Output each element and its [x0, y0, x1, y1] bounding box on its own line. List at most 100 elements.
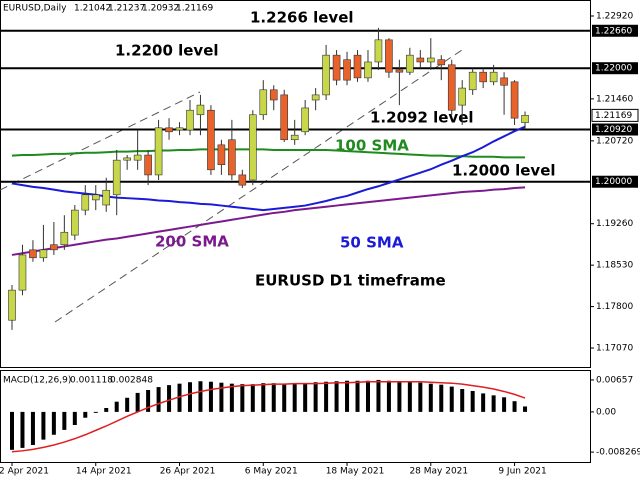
macd-bar: [51, 411, 56, 435]
ma-label: 100 SMA: [335, 137, 409, 155]
candle-body: [102, 189, 111, 206]
y-tick-label: -0.008269: [596, 448, 640, 458]
candle-body: [8, 289, 16, 321]
annotation: EURUSD D1 timeframe: [255, 272, 446, 290]
candle-body: [249, 114, 257, 181]
level-axis-box: [592, 24, 638, 37]
candle-body: [133, 154, 142, 161]
macd-bar: [72, 411, 77, 426]
macd-bar: [167, 385, 172, 412]
ma-label: 50 SMA: [340, 234, 404, 252]
level-label: 1.2266 level: [250, 9, 354, 27]
signal-line: [11, 380, 526, 453]
macd-bar: [428, 383, 433, 412]
candle-body: [259, 89, 268, 116]
x-tick-label: 18 May 2021: [326, 467, 385, 477]
candle-body: [353, 54, 362, 79]
candle-body: [144, 154, 152, 176]
candle-body: [165, 127, 173, 133]
y-tick-label: 1.17070: [596, 344, 633, 354]
candle-body: [290, 134, 299, 141]
candle-body: [50, 244, 58, 251]
candle-body: [468, 71, 477, 91]
candle-body: [175, 127, 184, 131]
level-axis-box: [592, 175, 638, 188]
macd-value: 0.001118: [70, 376, 113, 386]
level-axis-label: 1.20920: [595, 125, 632, 135]
macd-bar: [282, 383, 287, 412]
candle-body: [489, 71, 498, 83]
macd-bar: [250, 384, 255, 412]
macd-panel-frame: [0, 370, 591, 463]
ma-line: [11, 148, 526, 159]
y-tick-label: 1.20720: [596, 136, 633, 146]
ma-label: 200 SMA: [155, 233, 229, 251]
macd-bar: [303, 383, 308, 412]
macd-bar: [208, 381, 213, 412]
candle-body: [60, 231, 69, 246]
level-label: 1.2092 level: [370, 109, 474, 127]
macd-bar: [376, 379, 381, 412]
level-axis-label: 1.22000: [595, 64, 632, 74]
candle-body: [426, 57, 435, 63]
main-panel-frame: [0, 0, 591, 368]
candle-body: [228, 139, 236, 176]
candle-body: [39, 249, 48, 259]
macd-bar: [470, 390, 475, 412]
candle-body: [311, 94, 320, 101]
header-open: 1.21042: [74, 4, 111, 14]
candle-body: [479, 71, 487, 83]
level-axis-box: [592, 123, 638, 136]
level-label: 1.2000 level: [452, 162, 556, 180]
candle-body: [437, 59, 446, 66]
candle-body: [332, 54, 341, 81]
candle-body: [447, 64, 456, 111]
candle-body: [18, 254, 27, 291]
macd-bar: [146, 390, 151, 412]
level-axis-label: 1.22660: [595, 26, 632, 36]
macd-bar: [418, 382, 423, 412]
candle-body: [186, 109, 194, 131]
macd-bar: [355, 380, 360, 412]
macd-bar: [365, 380, 370, 412]
chart-title: EURUSD,Daily: [3, 4, 67, 14]
y-tick-label: 1.22920: [596, 12, 633, 22]
macd-bar: [30, 411, 35, 445]
macd-bar: [125, 397, 130, 412]
candle-body: [269, 89, 278, 101]
macd-bar: [502, 397, 507, 412]
candle-body: [510, 81, 519, 119]
macd-bar: [523, 406, 528, 412]
plot-layer: EURUSD,Daily 1.210421.212371.209321.21169…: [0, 4, 640, 477]
x-tick-label: 6 May 2021: [245, 467, 298, 477]
macd-bar: [292, 383, 297, 412]
macd-bar: [114, 401, 119, 412]
current-price-label: 1.21169: [595, 111, 632, 121]
macd-bar: [219, 382, 224, 412]
x-tick-label: 26 Apr 2021: [160, 467, 216, 477]
macd-bar: [93, 411, 98, 413]
macd-title: MACD(12,26,9): [3, 376, 71, 386]
macd-bar: [156, 387, 161, 412]
candle-body: [500, 77, 508, 86]
macd-bar: [334, 381, 339, 412]
macd-bar: [313, 382, 318, 412]
macd-bar: [386, 380, 391, 412]
macd-bar: [449, 386, 454, 412]
candle-body: [91, 194, 100, 201]
macd-bar: [271, 383, 276, 412]
candle-body: [385, 39, 393, 73]
macd-bar: [240, 384, 245, 412]
candle-body: [416, 57, 425, 63]
macd-bar: [229, 383, 234, 412]
macd-bar: [104, 408, 109, 412]
candle-body: [343, 59, 351, 81]
ma-line: [11, 186, 526, 256]
macd-value: 0.002848: [110, 376, 153, 386]
header-high: 1.21237: [108, 4, 145, 14]
y-tick-label: 1.21460: [596, 94, 633, 104]
y-tick-label: 0.00657: [596, 375, 633, 385]
macd-bar: [20, 411, 25, 448]
channel-upper: [0, 91, 201, 191]
